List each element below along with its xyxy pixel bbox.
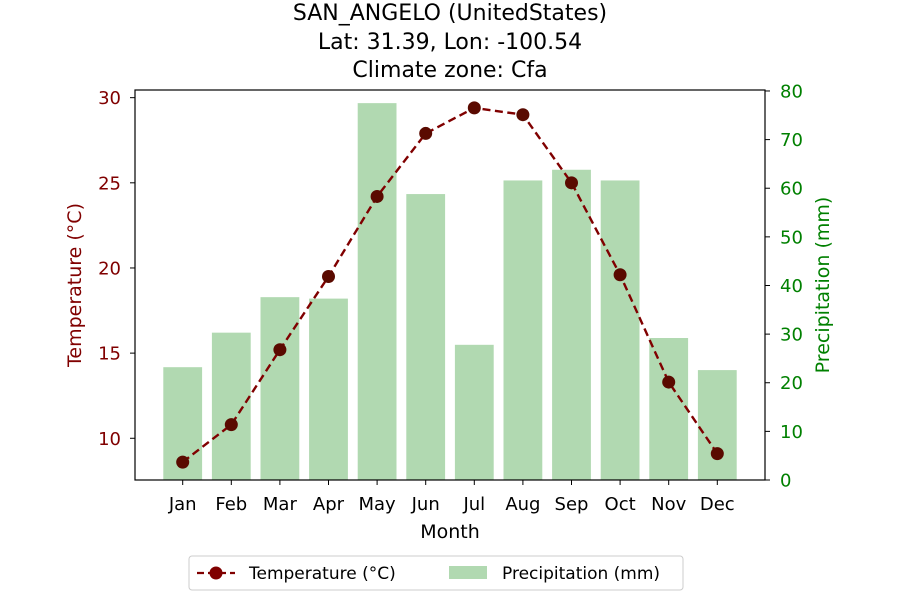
temp-marker-apr xyxy=(322,269,335,283)
right-axis-label: Precipitation (mm) xyxy=(812,197,834,374)
precip-bar-sep xyxy=(552,169,591,481)
temp-marker-jul xyxy=(467,101,481,115)
legend-entry-temperature: Temperature (°C) xyxy=(197,564,396,584)
left-tick-label-10: 10 xyxy=(98,429,121,450)
precip-bar-nov xyxy=(649,338,689,480)
precip-bar-mar xyxy=(260,297,300,480)
legend: Temperature (°C) Precipitation (mm) xyxy=(188,555,684,591)
chart-title-line-1: SAN_ANGELO (UnitedStates) xyxy=(293,1,607,26)
left-axis-label: Temperature (°C) xyxy=(64,203,86,368)
temp-marker-jun xyxy=(419,126,433,140)
temp-marker-aug xyxy=(516,108,530,122)
temp-marker-may xyxy=(370,189,384,203)
temperature-line xyxy=(176,101,724,469)
temp-marker-dec xyxy=(710,447,724,461)
temp-marker-nov xyxy=(662,375,676,389)
x-tick-label-dec: Dec xyxy=(700,494,735,515)
legend-temperature-label: Temperature (°C) xyxy=(248,564,396,584)
precip-bar-jun xyxy=(406,194,446,481)
left-tick-label-20: 20 xyxy=(98,258,121,279)
x-tick-label-jul: Jul xyxy=(462,494,485,515)
precip-bar-feb xyxy=(211,332,251,480)
right-tick-label-20: 20 xyxy=(780,373,803,394)
chart-title-line-2: Lat: 31.39, Lon: -100.54 xyxy=(318,30,582,55)
temp-marker-feb xyxy=(224,418,238,432)
x-tick-label-mar: Mar xyxy=(263,494,298,515)
x-tick-label-apr: Apr xyxy=(313,494,345,515)
x-tick-label-may: May xyxy=(358,494,396,515)
x-tick-label-sep: Sep xyxy=(555,494,589,515)
right-tick-label-80: 80 xyxy=(780,81,803,102)
right-tick-label-40: 40 xyxy=(780,276,803,297)
legend-frame xyxy=(188,555,684,591)
left-tick-label-25: 25 xyxy=(98,173,121,194)
x-tick-label-nov: Nov xyxy=(651,494,686,515)
precip-bar-jul xyxy=(454,344,494,480)
temperature-line-path xyxy=(181,106,719,464)
right-tick-label-10: 10 xyxy=(780,422,803,443)
right-axis-ticks: 0 10 20 30 40 50 60 70 80 xyxy=(765,81,803,492)
legend-precipitation-label: Precipitation (mm) xyxy=(502,564,660,584)
right-tick-label-30: 30 xyxy=(780,325,803,346)
x-axis-label: Month xyxy=(420,521,480,543)
legend-precipitation-swatch xyxy=(449,566,487,579)
precip-bar-may xyxy=(357,103,397,481)
temp-marker-sep xyxy=(565,176,578,190)
temp-marker-oct xyxy=(613,268,627,282)
right-tick-label-70: 70 xyxy=(780,130,803,151)
chart-title-line-3: Climate zone: Cfa xyxy=(352,58,547,83)
right-tick-label-60: 60 xyxy=(780,179,803,200)
left-tick-label-15: 15 xyxy=(98,344,121,365)
precipitation-bars xyxy=(163,103,737,481)
x-tick-label-oct: Oct xyxy=(605,494,636,515)
left-tick-label-30: 30 xyxy=(98,88,121,109)
left-axis-ticks: 10 15 20 25 30 xyxy=(98,88,135,450)
precip-bar-oct xyxy=(600,180,640,480)
right-tick-label-50: 50 xyxy=(780,227,803,248)
right-tick-label-0: 0 xyxy=(780,471,791,492)
x-axis-ticks: Jan Feb Mar Apr May Jun Jul Aug Sep Oct Nov Dec xyxy=(168,480,735,515)
precip-bar-apr xyxy=(309,298,348,480)
precip-bar-dec xyxy=(697,370,737,480)
x-tick-label-jan: Jan xyxy=(168,494,197,515)
x-tick-label-jun: Jun xyxy=(411,494,440,515)
x-tick-label-feb: Feb xyxy=(215,494,247,515)
temp-marker-jan xyxy=(176,455,190,469)
temp-marker-mar xyxy=(273,343,287,357)
precip-bar-aug xyxy=(503,180,543,480)
chart-title: SAN_ANGELO (UnitedStates) Lat: 31.39, Lo… xyxy=(293,1,607,83)
legend-temperature-marker xyxy=(209,566,223,580)
x-tick-label-aug: Aug xyxy=(505,494,540,515)
legend-entry-precipitation: Precipitation (mm) xyxy=(449,564,660,584)
